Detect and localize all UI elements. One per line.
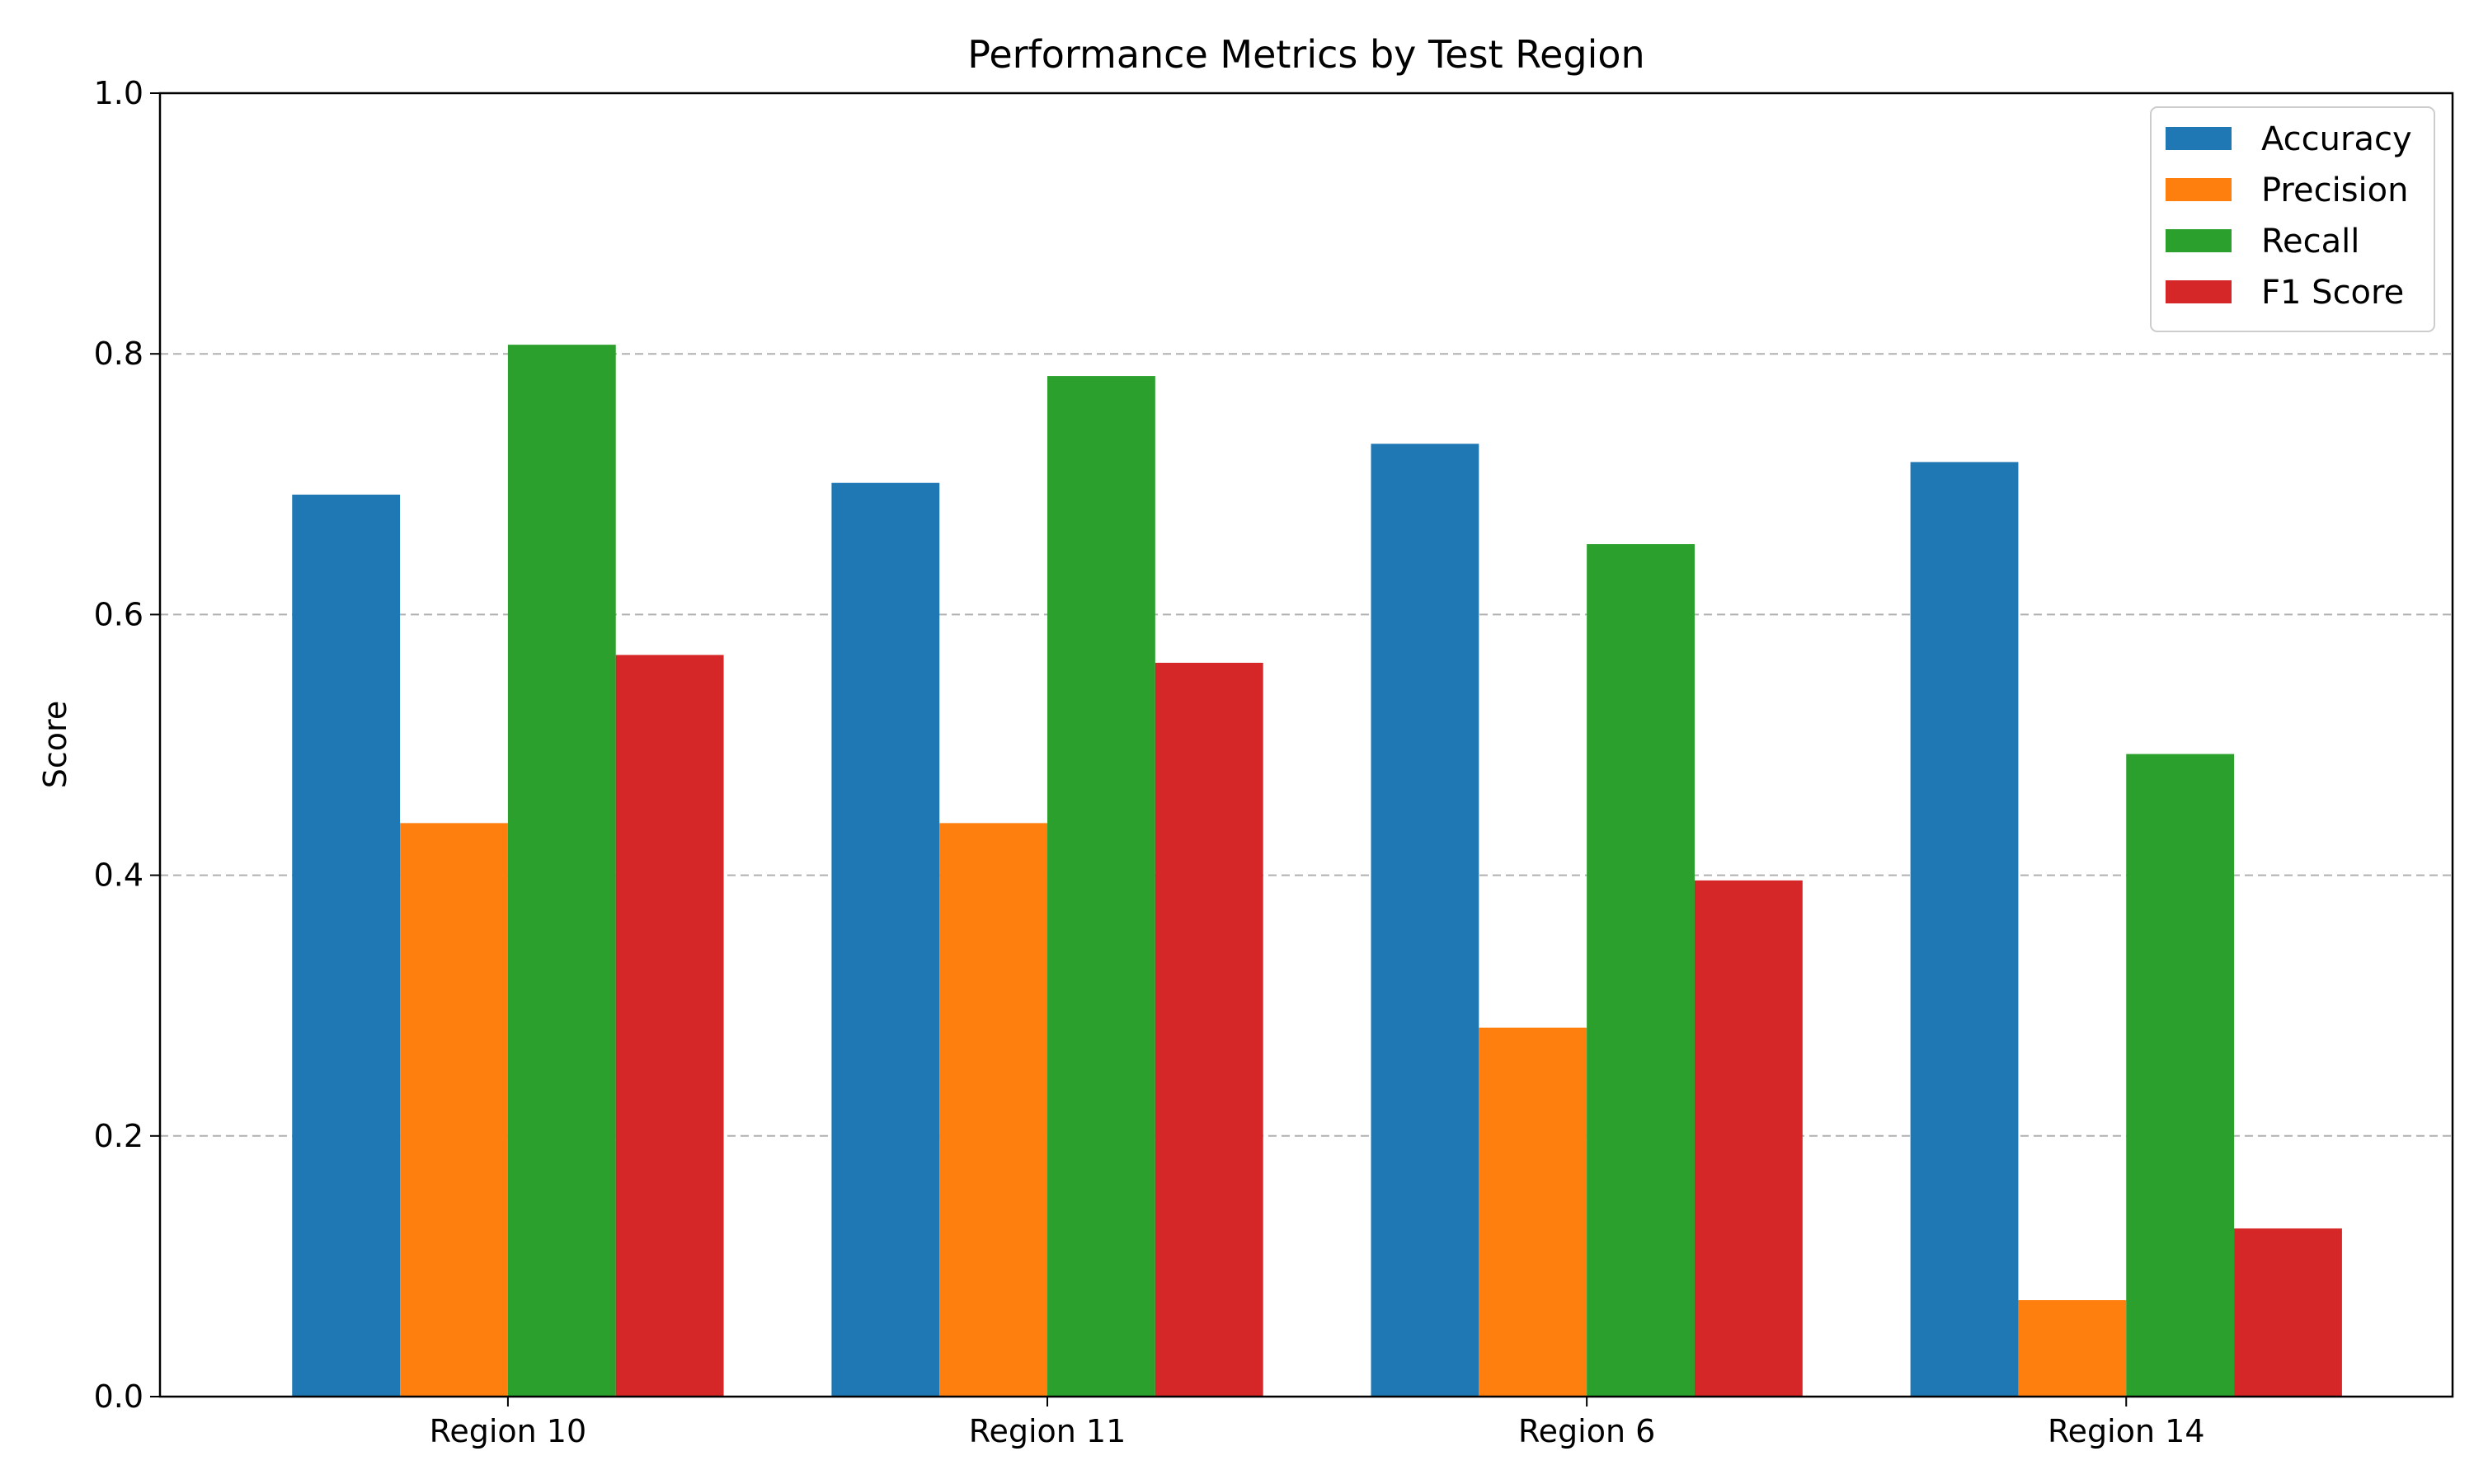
bar-precision-region-11 <box>939 823 1048 1397</box>
y-axis-label: Score <box>37 701 73 788</box>
bar-f1-score-region-14 <box>2234 1228 2342 1397</box>
legend-swatch-precision <box>2166 178 2232 201</box>
bar-accuracy-region-10 <box>292 494 401 1397</box>
plot-area-frame <box>158 92 2454 1398</box>
x-tick-label: Region 11 <box>969 1413 1126 1449</box>
bar-precision-region-10 <box>400 823 508 1397</box>
legend-swatch-recall <box>2166 229 2232 252</box>
y-axis: 0.0 0.2 0.4 0.6 0.8 1.0 <box>94 75 160 1415</box>
bar-accuracy-region-14 <box>1910 462 2019 1397</box>
bar-recall-region-10 <box>507 345 616 1397</box>
bar-f1-score-region-11 <box>1155 662 1263 1397</box>
legend-swatch-accuracy <box>2166 127 2232 150</box>
x-axis: Region 10 Region 11 Region 6 Region 14 <box>430 1397 2205 1449</box>
legend-label-f1-score: F1 Score <box>2261 274 2404 312</box>
bar-recall-region-14 <box>2126 754 2235 1397</box>
bar-recall-region-11 <box>1047 376 1155 1397</box>
bar-accuracy-region-6 <box>1371 444 1479 1397</box>
y-tick-label: 1.0 <box>94 75 143 111</box>
chart-title: Performance Metrics by Test Region <box>967 32 1644 77</box>
y-tick-label: 0.6 <box>94 596 143 632</box>
legend-label-precision: Precision <box>2261 171 2408 209</box>
bar-precision-region-14 <box>2018 1300 2127 1397</box>
bar-precision-region-6 <box>1479 1027 1587 1397</box>
legend: Accuracy Precision Recall F1 Score <box>2150 106 2435 332</box>
legend-box <box>2150 106 2435 332</box>
legend-swatch-f1-score <box>2166 280 2232 303</box>
bar-accuracy-region-11 <box>831 482 940 1397</box>
x-tick-label: Region 14 <box>2048 1413 2205 1449</box>
y-tick-label: 0.0 <box>94 1378 143 1415</box>
bar-f1-score-region-6 <box>1694 880 1803 1397</box>
legend-label-accuracy: Accuracy <box>2261 120 2412 158</box>
x-tick-label: Region 6 <box>1518 1413 1655 1449</box>
bar-f1-score-region-10 <box>615 655 724 1397</box>
bar-recall-region-6 <box>1587 544 1695 1397</box>
y-tick-label: 0.2 <box>94 1118 143 1154</box>
y-tick-label: 0.8 <box>94 336 143 372</box>
x-tick-label: Region 10 <box>430 1413 587 1449</box>
legend-label-recall: Recall <box>2261 223 2359 261</box>
bars <box>292 345 2342 1397</box>
y-tick-label: 0.4 <box>94 857 143 894</box>
